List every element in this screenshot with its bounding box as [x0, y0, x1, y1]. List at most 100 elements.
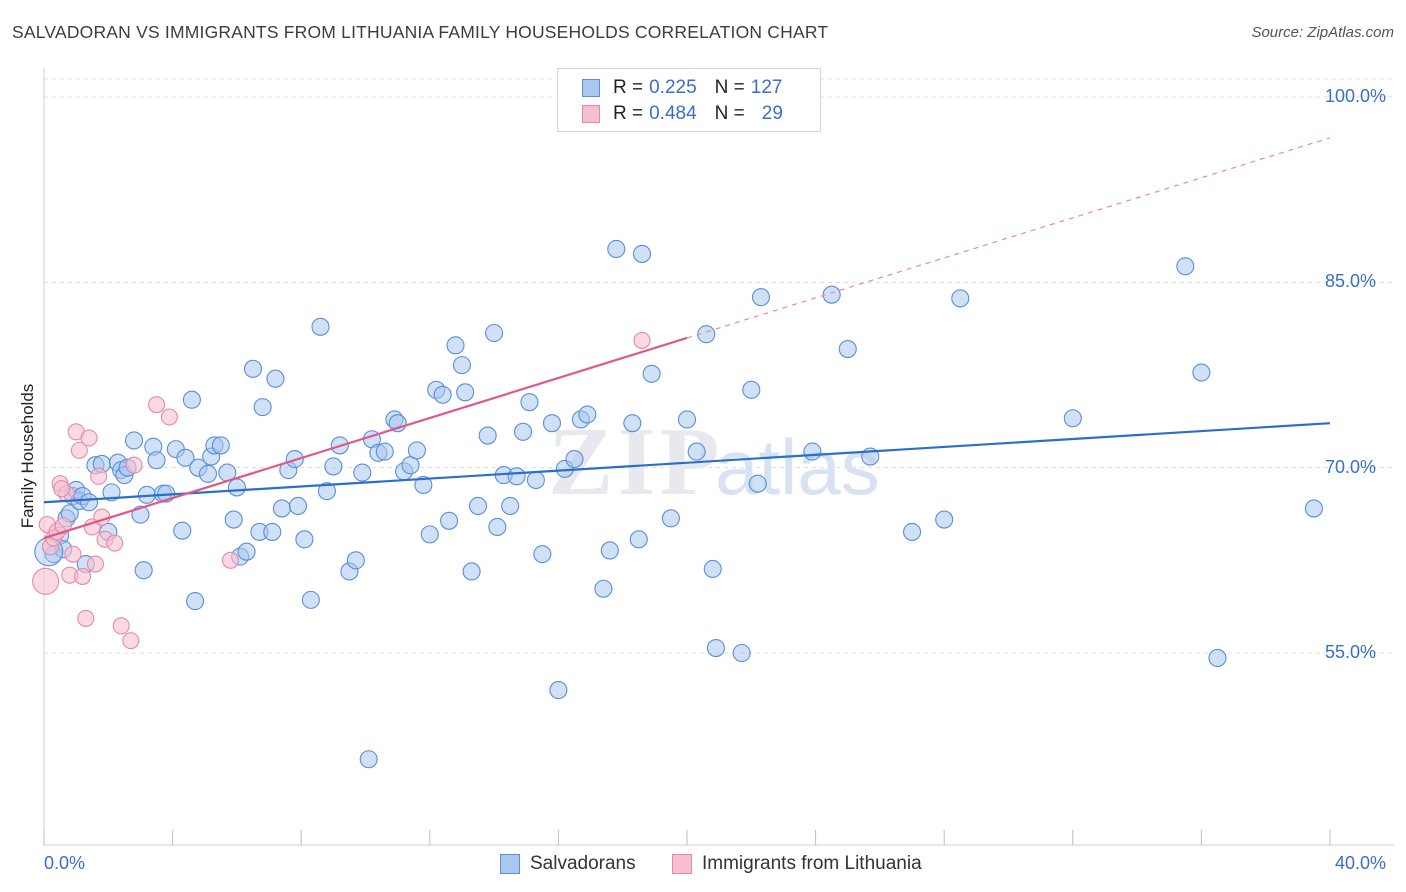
lithuania-point [125, 456, 143, 474]
salvadoran-point [1208, 648, 1227, 667]
salvadoran-point [623, 414, 642, 433]
salvadoran-point [102, 483, 121, 502]
legend-label: Salvadorans [530, 853, 636, 874]
salvadoran-point [456, 383, 475, 402]
legend-row-salvadorans: R = 0.225 N = 127 [582, 75, 782, 101]
legend-salvadorans: Salvadorans [500, 851, 636, 877]
salvadoran-point [935, 510, 954, 529]
salvadoran-point [629, 530, 648, 549]
trend-lines [43, 137, 1331, 540]
lithuania-point [122, 632, 140, 650]
salvadoran-point [902, 522, 922, 541]
salvadoran-point [227, 478, 246, 497]
chart-source: Source: ZipAtlas.com [1251, 24, 1394, 41]
salvadoran-point [594, 579, 613, 598]
salvadoran-point [607, 239, 626, 259]
r-label: R = [613, 103, 644, 124]
lithuania-point [70, 441, 88, 459]
salvadoran-point [1192, 363, 1211, 382]
lithuania-point [221, 551, 240, 569]
lithuania-point [32, 567, 60, 595]
salvadoran-point [407, 441, 426, 460]
lithuania-point [77, 609, 95, 627]
salvadoran-point [513, 422, 533, 441]
lithuania-point [53, 480, 71, 498]
lithuania-point [160, 408, 178, 426]
salvadoran-point [433, 385, 452, 404]
salvadoran-point [301, 590, 320, 609]
n-label: N = [714, 77, 745, 98]
salvadoran-point [803, 442, 822, 461]
pink-swatch [672, 854, 692, 874]
salvadoran-point [501, 496, 520, 516]
salvadoran-point [317, 482, 336, 501]
salvadoran-point [565, 449, 584, 469]
correlation-legend: R = 0.225 N = 127 R = 0.484 N = 29 [557, 68, 821, 132]
salvadoran-point [687, 442, 706, 461]
salvadoran-point [732, 643, 751, 663]
y-axis-label: Family Households [18, 383, 37, 529]
salvadorans-points [34, 239, 1323, 769]
salvadoran-point [79, 493, 99, 512]
salvadoran-point [549, 681, 568, 700]
salvadoran-point [414, 475, 433, 495]
salvadoran-point [134, 561, 153, 580]
r-label: R = [613, 77, 644, 98]
salvadoran-point [176, 448, 195, 467]
lithuania-point [147, 396, 166, 414]
n-label: N = [714, 103, 745, 124]
salvadoran-point [526, 470, 545, 490]
salvadoran-point [520, 393, 539, 412]
salvadoran-point [446, 336, 465, 355]
salvadoran-point [533, 545, 552, 564]
salvadoran-point [353, 463, 372, 482]
salvadoran-point [186, 592, 205, 611]
salvadoran-point [488, 517, 507, 537]
r-value: 0.484 [649, 103, 697, 124]
salvadoran-point [542, 414, 562, 433]
lithuania-point [112, 617, 130, 635]
salvadoran-point [147, 451, 166, 470]
n-value: 29 [761, 103, 783, 124]
salvadoran-point [703, 559, 722, 579]
salvadoran-point [578, 405, 597, 424]
salvadoran-point [359, 750, 378, 769]
salvadoran-point [677, 410, 697, 429]
salvadoran-point [600, 541, 619, 560]
lithuania-point [74, 567, 92, 585]
salvadoran-point [485, 323, 504, 343]
salvadoran-point [661, 509, 680, 528]
chart-title: SALVADORAN VS IMMIGRANTS FROM LITHUANIA … [12, 22, 829, 42]
legend-row-lithuania: R = 0.484 N = 29 [582, 101, 783, 127]
y-tick-label: 85.0% [1325, 271, 1377, 292]
salvadoran-point [295, 530, 314, 549]
salvadoran-point [243, 359, 263, 378]
watermark-atlas: atlas [715, 423, 880, 511]
salvadoran-point [822, 285, 841, 304]
salvadoran-point [266, 369, 285, 388]
lithuania-point [80, 429, 98, 447]
blue-swatch [500, 854, 520, 874]
lithuania-point [90, 467, 108, 485]
salvadoran-point [478, 426, 497, 445]
y-tick-label: 100.0% [1325, 86, 1387, 106]
lithuania-point [64, 545, 82, 563]
salvadoran-point [237, 542, 256, 561]
salvadoran-point [272, 499, 291, 518]
x-tick-label-left: 0.0% [44, 853, 86, 873]
salvadoran-point [173, 521, 192, 540]
blue-swatch [582, 79, 600, 97]
salvadoran-point [1304, 499, 1323, 518]
salvadoran-point [346, 551, 365, 570]
legend-lithuania: Immigrants from Lithuania [672, 851, 922, 877]
salvadoran-point [748, 474, 767, 493]
salvadoran-point [838, 340, 857, 359]
salvadoran-point [311, 317, 330, 336]
lithuania-trend-line [43, 336, 688, 540]
salvadoran-point [263, 522, 282, 541]
y-tick-label: 55.0% [1325, 642, 1377, 662]
lithuania-point [633, 331, 651, 349]
axes [43, 68, 1394, 846]
salvadoran-point [1063, 409, 1082, 428]
x-tick-label-right: 40.0% [1335, 853, 1387, 873]
